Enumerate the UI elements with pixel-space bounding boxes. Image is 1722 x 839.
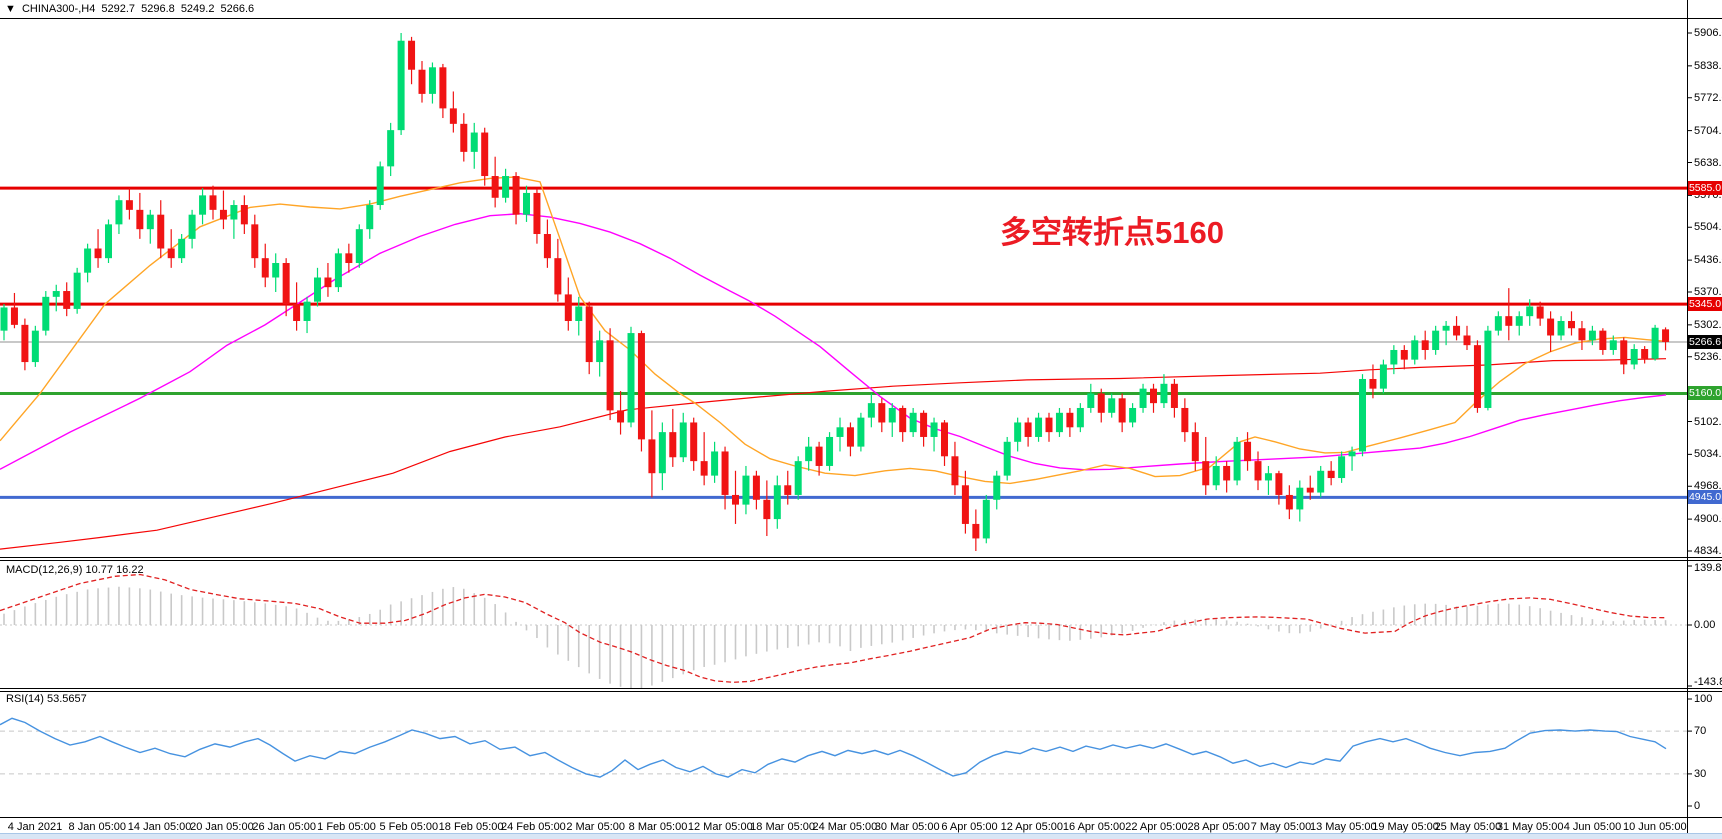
rsi-indicator-label: RSI(14) 53.5657 [6,693,87,705]
ohlc-low: 5249.2 [180,3,215,15]
ohlc-open: 5292.7 [101,3,136,15]
rsi-axis-label: 30 [1694,767,1707,780]
time-axis-label: 12 Apr 05:00 [1000,821,1063,833]
time-axis-label: 24 Mar 05:00 [812,821,878,833]
time-axis-label: 18 Mar 05:00 [750,821,816,833]
price-axis-label: 5236.0 [1694,350,1722,363]
price-axis-label: 5638.0 [1694,156,1722,169]
price-axis-label: 5704.0 [1694,124,1722,137]
time-axis-label: 7 May 05:00 [1250,821,1312,833]
price-axis-label: 4900.0 [1694,513,1722,526]
time-axis-label: 14 Jan 05:00 [127,821,192,833]
time-axis-label: 30 Mar 05:00 [874,821,940,833]
macd-values: 10.77 16.22 [85,564,144,576]
time-axis-label: 10 Jun 05:00 [1622,821,1687,833]
macd-axis-label: 139.86 [1694,562,1722,574]
rsi-name: RSI(14) [6,693,44,705]
macd-axis-label: 0.00 [1694,619,1716,631]
time-axis-label: 25 May 05:00 [1434,821,1502,833]
time-axis-label: 18 Feb 05:00 [438,821,504,833]
price-axis-label: 5772.0 [1694,91,1722,104]
time-axis-label: 19 May 05:00 [1372,821,1439,833]
price-axis-label: 4834.0 [1694,545,1722,557]
price-level-badge: 5160.0 [1688,386,1722,401]
ohlc-close: 5266.6 [220,3,255,15]
time-axis-label: 13 May 05:00 [1309,821,1377,833]
time-axis-label: 4 Jun 05:00 [1563,821,1622,833]
price-axis-label: 4968.0 [1694,480,1722,493]
chart-header: ▼ CHINA300-,H4 5292.7 5296.8 5249.2 5266… [5,3,257,15]
time-axis-label: 16 Apr 05:00 [1062,821,1126,833]
time-axis-label: 2 Mar 05:00 [566,821,626,833]
symbol-timeframe: CHINA300-,H4 [21,3,96,15]
price-axis-label: 5436.0 [1694,254,1722,267]
price-axis-label: 5504.0 [1694,221,1722,234]
price-level-badge: 5345.0 [1688,297,1722,312]
time-axis-label: 31 May 05:00 [1496,821,1564,833]
annotation-text[interactable]: 多空转折点5160 [1000,215,1224,250]
price-level-badge: 5266.6 [1688,334,1722,349]
time-axis-label: 24 Feb 05:00 [500,821,566,833]
price-axis-label: 5302.0 [1694,318,1722,331]
price-axis-label: 5906.0 [1694,27,1722,39]
price-level-badge: 4945.0 [1688,490,1722,505]
time-axis-label: 4 Jan 2021 [7,821,63,833]
macd-axis-label: -143.82 [1694,676,1722,688]
time-axis-label: 12 Mar 05:00 [687,821,753,833]
time-axis-label: 8 Mar 05:00 [628,821,688,833]
collapse-triangle-icon[interactable]: ▼ [5,3,16,15]
window-bottom-strip [0,833,1722,839]
time-axis-label: 22 Apr 05:00 [1125,821,1188,833]
rsi-axis-label: 70 [1694,725,1707,738]
time-axis-label: 28 Apr 05:00 [1187,821,1250,833]
rsi-value: 53.5657 [46,693,87,705]
price-axis-label: 5838.0 [1694,59,1722,72]
macd-indicator-label: MACD(12,26,9) 10.77 16.22 [6,564,144,576]
time-axis-label: 6 Apr 05:00 [941,821,998,833]
price-level-badge: 5585.0 [1688,181,1722,196]
price-axis-label: 5102.0 [1694,415,1722,428]
time-axis-label: 5 Feb 05:00 [379,821,439,833]
time-axis-label: 20 Jan 05:00 [190,821,254,833]
time-axis-label: 8 Jan 05:00 [68,821,127,833]
macd-name: MACD(12,26,9) [6,564,83,576]
ohlc-high: 5296.8 [141,3,175,15]
time-axis-label: 26 Jan 05:00 [252,821,316,833]
rsi-axis-label: 100 [1694,693,1713,705]
time-axis-label: 1 Feb 05:00 [317,821,376,833]
price-axis-label: 5034.0 [1694,448,1722,461]
price-axis-label: 5370.0 [1694,286,1722,298]
rsi-axis-label: 0 [1694,800,1701,812]
